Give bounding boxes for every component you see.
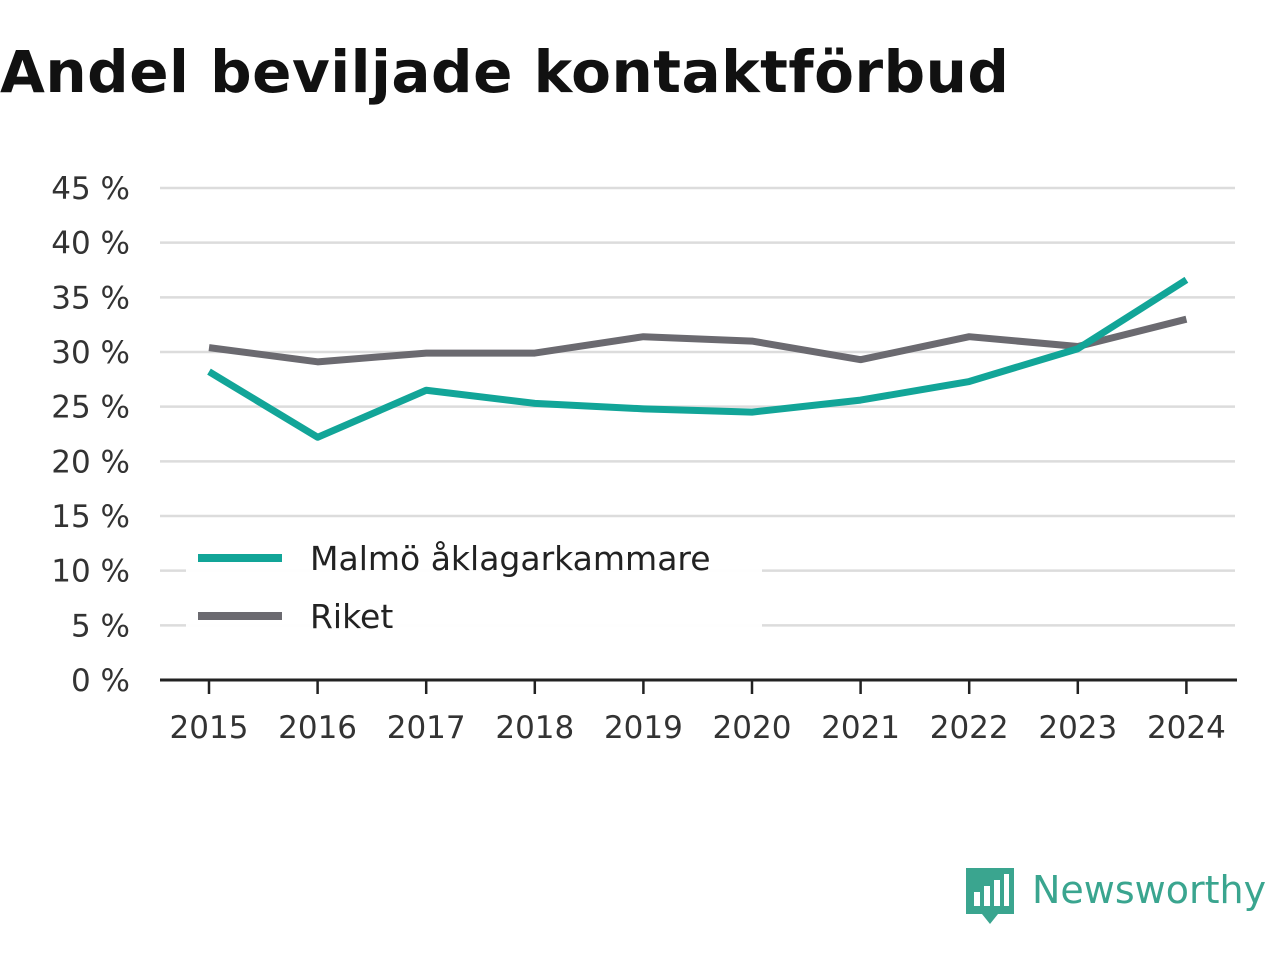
x-tick-label: 2018 xyxy=(495,710,574,746)
y-tick-label: 45 % xyxy=(51,171,130,207)
y-axis-tick-labels: 0 % 5 % 10 % 15 % 20 % 25 % 30 % 35 % 40 % 45 % xyxy=(51,171,130,699)
bar-chart-speech-bubble-icon xyxy=(966,868,1014,924)
x-tick-label: 2021 xyxy=(821,710,900,746)
series-line-riket xyxy=(208,315,1188,366)
y-tick-label: 25 % xyxy=(51,390,130,426)
x-tick-label: 2019 xyxy=(604,710,683,746)
x-tick-label: 2015 xyxy=(170,710,249,746)
newsworthy-logo: Newsworthy xyxy=(966,868,1266,924)
series-line-malmo xyxy=(207,276,1189,441)
x-tick-label: 2022 xyxy=(930,710,1009,746)
x-tick-label: 2023 xyxy=(1038,710,1117,746)
series-lines xyxy=(207,276,1189,441)
y-tick-label: 10 % xyxy=(51,554,130,590)
x-tick-label: 2024 xyxy=(1147,710,1226,746)
legend: Malmö åklagarkammare Riket xyxy=(186,528,762,636)
x-tick-label: 2016 xyxy=(278,710,357,746)
legend-background xyxy=(186,528,762,628)
chart-title: Andel beviljade kontaktförbud xyxy=(0,38,1010,106)
y-tick-label: 15 % xyxy=(51,499,130,535)
y-tick-label: 35 % xyxy=(51,280,130,316)
legend-label: Riket xyxy=(310,597,393,636)
y-tick-label: 40 % xyxy=(51,226,130,262)
x-tick-label: 2020 xyxy=(713,710,792,746)
x-tick-label: 2017 xyxy=(387,710,466,746)
x-axis: 2015 2016 2017 2018 2019 2020 2021 2022 2023 2024 xyxy=(160,678,1237,746)
y-tick-label: 0 % xyxy=(71,663,130,699)
y-tick-label: 20 % xyxy=(51,444,130,480)
logo-text: Newsworthy xyxy=(1032,868,1266,912)
legend-label: Malmö åklagarkammare xyxy=(310,539,711,578)
y-tick-label: 30 % xyxy=(51,335,130,371)
y-tick-label: 5 % xyxy=(71,608,130,644)
